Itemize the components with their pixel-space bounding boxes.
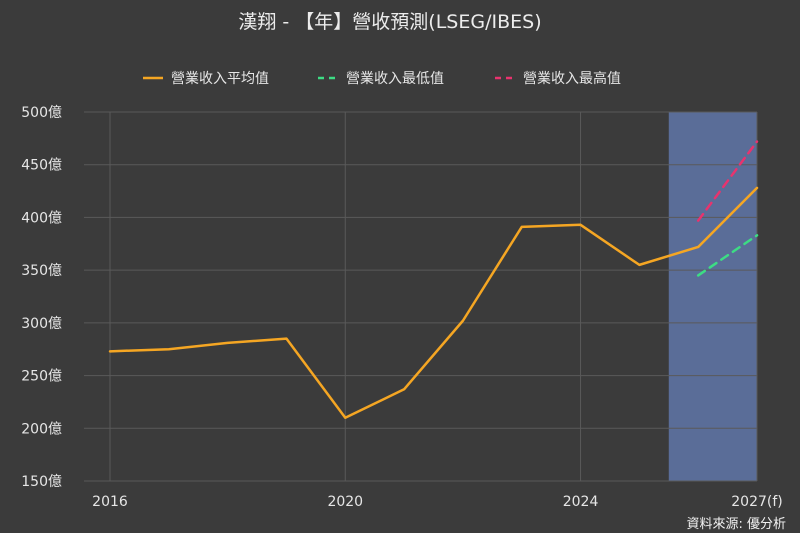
y-tick-label: 500億 — [21, 105, 62, 121]
series-2-point — [756, 234, 758, 236]
series-1-point — [285, 338, 287, 340]
series-1-point — [638, 264, 640, 266]
series-1-point — [344, 417, 346, 419]
y-tick-label: 150億 — [21, 474, 62, 490]
forecast-band — [668, 112, 757, 481]
forecast-band-layer — [668, 112, 757, 481]
y-tick-label: 450億 — [21, 158, 62, 174]
series-line-2 — [696, 234, 759, 277]
series-1-point — [227, 342, 229, 344]
x-tick-label: 2016 — [92, 494, 128, 510]
source-caption: 資料來源: 優分析 — [686, 517, 786, 532]
x-tick-label: 2024 — [563, 494, 599, 510]
y-tick-label: 250億 — [21, 369, 62, 385]
y-tick-label: 350億 — [21, 263, 62, 279]
chart-legend: 營業收入平均值 營業收入最低值 營業收入最高值 — [143, 70, 621, 87]
series-1-point — [580, 224, 582, 226]
x-tick-label: 2020 — [327, 494, 363, 510]
series-1-point — [109, 350, 111, 352]
y-tick-label: 200億 — [21, 421, 62, 437]
series-3-point — [756, 141, 758, 143]
legend-label: 營業收入平均值 — [171, 71, 269, 87]
series-2-point — [697, 274, 699, 276]
y-tick-label: 400億 — [21, 210, 62, 226]
series-1-point — [403, 388, 405, 390]
series-1-point — [521, 226, 523, 228]
chart-title: 漢翔 - 【年】營收預測(LSEG/IBES) — [238, 11, 541, 33]
series-line-1 — [108, 186, 759, 419]
y-tick-label: 300億 — [21, 316, 62, 332]
series-1-point — [756, 187, 758, 189]
series-1-point — [168, 348, 170, 350]
series-1-point — [462, 320, 464, 322]
series-line-3 — [696, 140, 759, 222]
series-1-point — [697, 246, 699, 248]
x-tick-label: 2027(f) — [731, 494, 782, 510]
axis-tick-labels: 150億 200億 250億 300億 350億 400億 450億 500億 2016 2020… — [21, 105, 782, 510]
legend-label: 營業收入最高值 — [523, 70, 621, 87]
grid-layer — [84, 111, 758, 482]
series-3-point — [697, 220, 699, 222]
series-layer — [108, 140, 759, 419]
legend-label: 營業收入最低值 — [346, 71, 444, 87]
